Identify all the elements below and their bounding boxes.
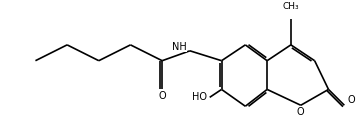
Text: CH₃: CH₃ <box>282 2 299 11</box>
Text: O: O <box>347 95 355 105</box>
Text: O: O <box>297 107 305 117</box>
Text: HO: HO <box>192 92 207 102</box>
Text: O: O <box>158 91 166 101</box>
Text: NH: NH <box>172 42 187 52</box>
